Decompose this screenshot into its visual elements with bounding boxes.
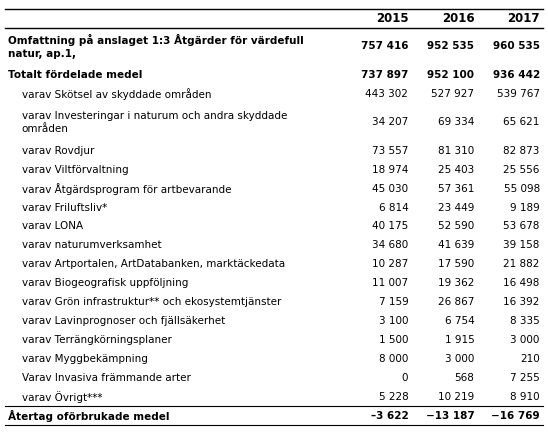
Text: 952 100: 952 100 xyxy=(427,70,475,80)
Text: 23 449: 23 449 xyxy=(438,203,475,213)
Text: Totalt fördelade medel: Totalt fördelade medel xyxy=(8,70,142,80)
Text: 737 897: 737 897 xyxy=(361,70,408,80)
Text: varav Friluftsliv*: varav Friluftsliv* xyxy=(21,203,107,213)
Text: 9 189: 9 189 xyxy=(510,203,540,213)
Text: varav Grön infrastruktur** och ekosystemtjänster: varav Grön infrastruktur** och ekosystem… xyxy=(21,297,281,307)
Text: 34 207: 34 207 xyxy=(372,117,408,127)
Text: varav naturumverksamhet: varav naturumverksamhet xyxy=(21,240,161,250)
Text: 936 442: 936 442 xyxy=(493,70,540,80)
Text: varav Åtgärdsprogram för artbevarande: varav Åtgärdsprogram för artbevarande xyxy=(21,183,231,194)
Text: 8 000: 8 000 xyxy=(379,354,408,364)
Text: varav Lavinprognoser och fjällsäkerhet: varav Lavinprognoser och fjällsäkerhet xyxy=(21,316,225,326)
Text: varav Övrigt***: varav Övrigt*** xyxy=(21,391,102,403)
Text: 81 310: 81 310 xyxy=(438,146,475,156)
Text: 757 416: 757 416 xyxy=(361,42,408,52)
Text: 443 302: 443 302 xyxy=(366,89,408,99)
Text: 10 287: 10 287 xyxy=(372,260,408,270)
Text: 55 098: 55 098 xyxy=(504,184,540,194)
Text: varav Artportalen, ArtDatabanken, marktäckedata: varav Artportalen, ArtDatabanken, marktä… xyxy=(21,260,285,270)
Text: 82 873: 82 873 xyxy=(504,146,540,156)
Text: 6 814: 6 814 xyxy=(379,203,408,213)
Text: varav Myggbekämpning: varav Myggbekämpning xyxy=(21,354,147,364)
Text: 53 678: 53 678 xyxy=(504,221,540,231)
Text: varav Investeringar i naturum och andra skyddade
områden: varav Investeringar i naturum och andra … xyxy=(21,111,287,134)
Text: varav Biogeografisk uppföljning: varav Biogeografisk uppföljning xyxy=(21,278,188,288)
Text: varav Skötsel av skyddade områden: varav Skötsel av skyddade områden xyxy=(21,88,211,100)
Text: Återtag oförbrukade medel: Återtag oförbrukade medel xyxy=(8,410,170,422)
Text: −13 187: −13 187 xyxy=(426,411,475,421)
Text: 52 590: 52 590 xyxy=(438,221,475,231)
Text: 18 974: 18 974 xyxy=(372,164,408,174)
Text: 1 500: 1 500 xyxy=(379,335,408,345)
Text: –3 622: –3 622 xyxy=(370,411,408,421)
Text: 960 535: 960 535 xyxy=(493,42,540,52)
Text: 2016: 2016 xyxy=(442,12,475,25)
Text: 40 175: 40 175 xyxy=(372,221,408,231)
Text: varav Viltförvaltning: varav Viltförvaltning xyxy=(21,164,128,174)
Text: 57 361: 57 361 xyxy=(438,184,475,194)
Text: 45 030: 45 030 xyxy=(372,184,408,194)
Text: 17 590: 17 590 xyxy=(438,260,475,270)
Text: varav Rovdjur: varav Rovdjur xyxy=(21,146,94,156)
Text: 7 159: 7 159 xyxy=(379,297,408,307)
Text: Omfattning på anslaget 1:3 Åtgärder för värdefull
natur, ap.1,: Omfattning på anslaget 1:3 Åtgärder för … xyxy=(8,34,304,59)
Text: 73 557: 73 557 xyxy=(372,146,408,156)
Text: Varav Invasiva främmande arter: Varav Invasiva främmande arter xyxy=(21,373,191,383)
Text: −16 769: −16 769 xyxy=(491,411,540,421)
Text: 3 100: 3 100 xyxy=(379,316,408,326)
Text: 25 556: 25 556 xyxy=(504,164,540,174)
Text: 34 680: 34 680 xyxy=(372,240,408,250)
Text: 69 334: 69 334 xyxy=(438,117,475,127)
Text: 10 219: 10 219 xyxy=(438,392,475,402)
Text: 568: 568 xyxy=(454,373,475,383)
Text: 16 392: 16 392 xyxy=(504,297,540,307)
Text: varav LONA: varav LONA xyxy=(21,221,83,231)
Text: 527 927: 527 927 xyxy=(431,89,475,99)
Text: 8 335: 8 335 xyxy=(510,316,540,326)
Text: 39 158: 39 158 xyxy=(504,240,540,250)
Text: 2017: 2017 xyxy=(507,12,540,25)
Text: 8 910: 8 910 xyxy=(510,392,540,402)
Text: 539 767: 539 767 xyxy=(497,89,540,99)
Text: 26 867: 26 867 xyxy=(438,297,475,307)
Text: 19 362: 19 362 xyxy=(438,278,475,288)
Text: 11 007: 11 007 xyxy=(372,278,408,288)
Text: 952 535: 952 535 xyxy=(427,42,475,52)
Text: 65 621: 65 621 xyxy=(504,117,540,127)
Text: 25 403: 25 403 xyxy=(438,164,475,174)
Text: 2015: 2015 xyxy=(375,12,408,25)
Text: 5 228: 5 228 xyxy=(379,392,408,402)
Text: 1 915: 1 915 xyxy=(444,335,475,345)
Text: 21 882: 21 882 xyxy=(504,260,540,270)
Text: 16 498: 16 498 xyxy=(504,278,540,288)
Text: 3 000: 3 000 xyxy=(445,354,475,364)
Text: varav Terrängkörningsplaner: varav Terrängkörningsplaner xyxy=(21,335,172,345)
Text: 6 754: 6 754 xyxy=(444,316,475,326)
Text: 7 255: 7 255 xyxy=(510,373,540,383)
Text: 3 000: 3 000 xyxy=(510,335,540,345)
Text: 210: 210 xyxy=(520,354,540,364)
Text: 41 639: 41 639 xyxy=(438,240,475,250)
Text: 0: 0 xyxy=(402,373,408,383)
